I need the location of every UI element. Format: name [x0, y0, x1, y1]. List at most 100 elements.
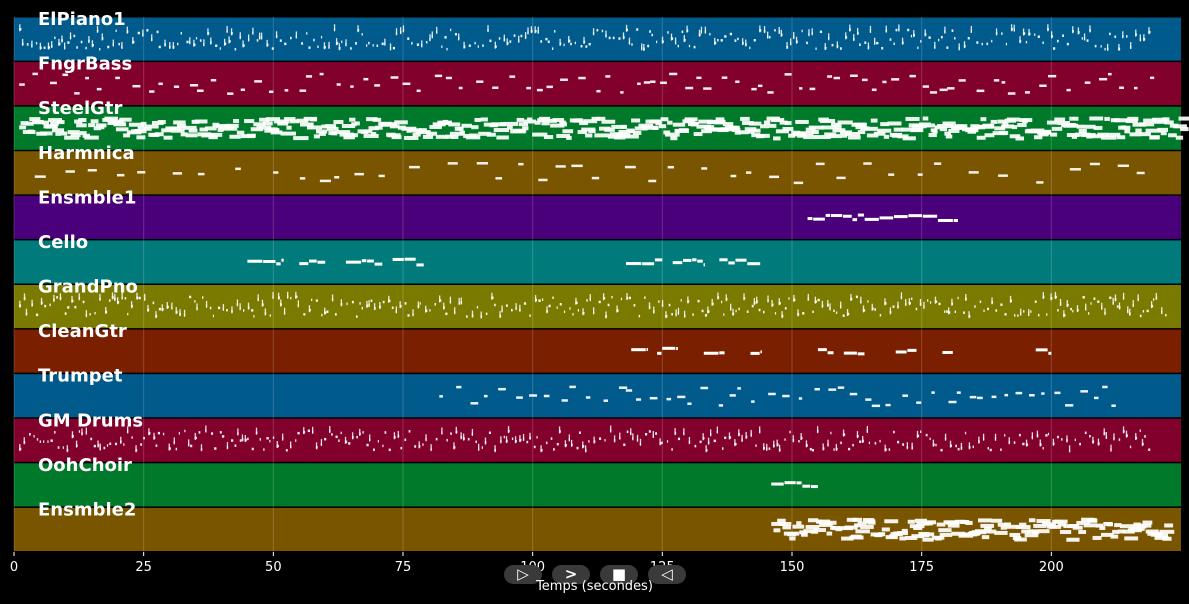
note	[924, 29, 926, 37]
note	[328, 41, 330, 49]
note	[1022, 119, 1028, 124]
note	[893, 215, 908, 219]
note	[734, 130, 741, 135]
note	[70, 132, 81, 137]
note	[219, 431, 222, 434]
note	[29, 117, 41, 122]
note	[895, 28, 898, 32]
note	[402, 82, 411, 86]
note	[445, 312, 448, 316]
note	[693, 132, 703, 137]
note	[331, 433, 333, 436]
lane-fngrbass	[14, 62, 1181, 106]
note	[1094, 44, 1097, 48]
note	[746, 310, 749, 313]
note	[340, 431, 342, 435]
note	[277, 121, 289, 126]
note	[173, 120, 186, 125]
note	[741, 38, 744, 46]
note	[625, 24, 628, 32]
note	[775, 129, 790, 134]
note	[74, 305, 77, 309]
note	[463, 433, 465, 441]
note	[939, 88, 948, 92]
note	[39, 131, 53, 136]
note	[138, 296, 141, 300]
note	[861, 78, 868, 82]
note	[667, 165, 674, 169]
note	[394, 120, 408, 125]
stop-button[interactable]: ■	[600, 565, 638, 584]
note	[142, 29, 144, 37]
track-label-cleangtr: CleanGtr	[38, 321, 127, 342]
note	[168, 126, 183, 131]
note	[674, 37, 677, 45]
note	[826, 531, 833, 536]
note	[26, 43, 29, 46]
notes-fngrbass	[19, 72, 1155, 95]
note	[659, 438, 661, 446]
x-axis-label: Temps (secondes)	[536, 579, 653, 594]
note	[1101, 135, 1117, 140]
note	[650, 80, 656, 84]
note	[1110, 534, 1119, 539]
note	[991, 39, 993, 43]
note	[656, 40, 658, 44]
note	[769, 35, 771, 39]
lane-grandpno	[14, 285, 1181, 329]
note	[778, 26, 780, 34]
note	[832, 128, 846, 133]
note	[935, 536, 942, 541]
note	[361, 259, 367, 263]
note	[632, 130, 642, 135]
note	[107, 45, 110, 49]
note	[672, 261, 683, 265]
track-label-gm-drums: GM Drums	[38, 410, 143, 431]
note	[1125, 430, 1128, 438]
note	[1122, 292, 1125, 300]
note	[476, 162, 488, 165]
note	[1015, 391, 1023, 395]
note	[901, 127, 916, 132]
note	[1059, 299, 1062, 307]
note	[620, 297, 623, 301]
note	[34, 175, 46, 178]
note	[668, 303, 671, 307]
note	[1125, 119, 1138, 124]
note	[856, 27, 859, 35]
note	[253, 122, 266, 127]
note	[217, 306, 221, 310]
note	[147, 304, 149, 312]
note	[143, 436, 145, 440]
note	[203, 39, 205, 47]
note	[795, 119, 809, 124]
note	[499, 311, 501, 319]
note	[591, 116, 601, 121]
note	[751, 304, 754, 308]
note	[596, 28, 599, 32]
note	[752, 128, 761, 133]
note	[893, 127, 904, 132]
note	[760, 124, 769, 129]
note	[911, 442, 913, 450]
note	[1022, 28, 1025, 36]
play-button[interactable]: ▷	[504, 565, 542, 584]
forward-button[interactable]: >	[552, 565, 590, 584]
note	[928, 532, 935, 537]
note	[85, 310, 88, 318]
note	[948, 128, 960, 133]
note	[286, 125, 292, 130]
note	[623, 443, 626, 447]
notes-oohchoir	[771, 481, 818, 489]
note	[1068, 445, 1071, 453]
note	[435, 134, 449, 139]
note	[1057, 435, 1059, 439]
lane-harmnica	[14, 151, 1181, 195]
note	[1066, 300, 1068, 308]
note	[340, 299, 342, 307]
note	[626, 293, 628, 301]
note	[210, 37, 212, 45]
note	[1000, 448, 1002, 451]
note	[116, 173, 125, 177]
back-button[interactable]: ◁	[648, 565, 686, 584]
